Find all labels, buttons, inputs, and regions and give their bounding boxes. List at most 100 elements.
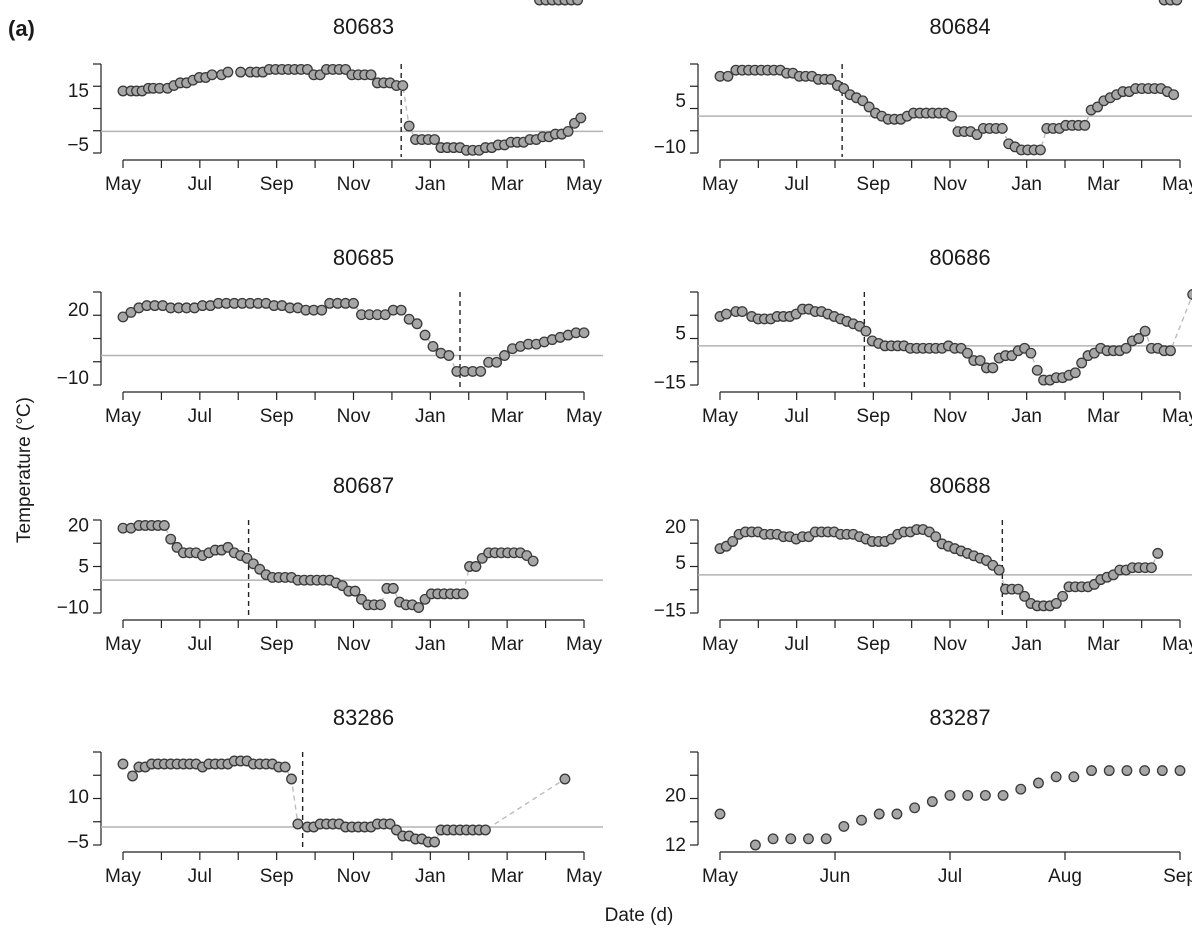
x-tick-label: Jan — [1011, 406, 1042, 427]
x-tick-label: May — [702, 174, 738, 195]
data-point — [1133, 333, 1145, 344]
x-tick-label: Nov — [933, 634, 967, 655]
x-tick-label: Sep — [856, 634, 890, 655]
x-tick-label: May — [566, 634, 602, 655]
data-point — [979, 789, 991, 801]
data-point — [1068, 771, 1080, 783]
y-tick-label: −15 — [654, 601, 686, 622]
panel-title: 80685 — [333, 245, 394, 270]
data-point — [411, 318, 423, 330]
data-point — [379, 309, 391, 321]
data-point — [429, 836, 441, 848]
x-tick-label: Mar — [1087, 174, 1120, 195]
data-point — [413, 602, 425, 613]
x-tick-label: Jan — [415, 406, 446, 427]
data-point — [987, 362, 999, 374]
data-point — [235, 66, 247, 78]
data-point — [1015, 783, 1027, 795]
data-point — [1120, 342, 1132, 354]
data-point — [767, 833, 779, 845]
data-point — [1121, 765, 1133, 777]
x-tick-label: Nov — [337, 174, 371, 195]
data-point — [860, 325, 872, 337]
data-point — [785, 833, 797, 845]
data-point — [403, 313, 415, 325]
data-point — [165, 533, 177, 545]
x-tick-label: May — [566, 866, 602, 887]
y-tick-label: −10 — [57, 368, 89, 389]
data-point — [387, 582, 399, 594]
data-point — [820, 833, 832, 845]
data-point — [1174, 765, 1186, 777]
data-point — [419, 329, 431, 341]
y-tick-label: 15 — [68, 81, 89, 102]
data-point — [1050, 598, 1062, 609]
x-tick-label: Sep — [260, 174, 294, 195]
y-tick-label: 12 — [665, 835, 686, 856]
x-tick-label: Jan — [1011, 174, 1042, 195]
x-tick-label: Jul — [938, 866, 962, 887]
x-tick-label: Mar — [491, 406, 524, 427]
y-tick-label: −5 — [67, 135, 89, 156]
x-tick-label: Jul — [785, 174, 809, 195]
data-point — [562, 125, 574, 137]
data-point — [1103, 765, 1115, 777]
data-point — [158, 520, 170, 531]
data-point — [365, 69, 377, 81]
x-tick-label: Nov — [933, 174, 967, 195]
data-point — [1050, 771, 1062, 783]
data-point — [279, 761, 291, 773]
data-point — [127, 770, 138, 782]
data-point — [722, 70, 734, 82]
y-tick-label: 20 — [68, 300, 89, 321]
x-tick-label: May — [702, 634, 738, 655]
data-point — [349, 585, 361, 597]
data-point — [961, 347, 973, 359]
data-point — [499, 350, 510, 361]
data-point — [1019, 590, 1031, 602]
y-tick-label: −10 — [57, 598, 89, 619]
x-tick-label: Aug — [1048, 866, 1082, 887]
panel-83287: 83287 20 12 May Jun Jul Aug Sep — [665, 705, 1192, 887]
panel-title: 80686 — [929, 245, 990, 270]
x-tick-label: Mar — [1087, 634, 1120, 655]
data-point — [1168, 89, 1180, 101]
panel-letter: (a) — [8, 16, 35, 41]
data-point — [1171, 0, 1183, 6]
data-point — [222, 66, 234, 78]
series-connector — [719, 294, 1192, 381]
data-point — [491, 356, 503, 368]
y-tick-label: −10 — [654, 137, 686, 158]
x-tick-label: Jul — [188, 634, 212, 655]
data-point — [470, 561, 482, 572]
data-point — [856, 814, 867, 826]
panel-title: 80683 — [333, 14, 394, 39]
x-tick-label: May — [702, 406, 738, 427]
panel-title: 80684 — [929, 14, 990, 39]
x-tick-label: May — [702, 866, 738, 887]
panel-title: 83287 — [929, 705, 990, 730]
data-point — [575, 112, 587, 124]
y-tick-label: 5 — [675, 91, 686, 112]
data-point — [475, 365, 487, 377]
y-tick-label: 10 — [68, 787, 89, 808]
data-point — [125, 306, 137, 318]
y-tick-label: 20 — [665, 517, 686, 538]
data-point — [117, 311, 129, 323]
data-point — [1031, 364, 1043, 376]
panels: 80683 15 −5 May Jul Sep Nov Jan Mar May 80684 5 −10 M… — [57, 0, 1192, 887]
data-point — [1145, 562, 1157, 574]
x-tick-label: Sep — [856, 406, 890, 427]
data-point — [803, 833, 814, 845]
data-point — [909, 802, 921, 814]
series-connector — [122, 302, 584, 373]
data-point — [375, 599, 386, 611]
panel-80684: 80684 5 −10 May Jul Sep Nov Jan Mar May — [654, 14, 1192, 195]
data-point — [457, 588, 469, 600]
x-tick-label: May — [105, 174, 141, 195]
x-tick-label: Mar — [491, 634, 524, 655]
data-point — [397, 80, 409, 92]
data-point — [578, 327, 590, 339]
x-tick-label: Jan — [1011, 634, 1042, 655]
